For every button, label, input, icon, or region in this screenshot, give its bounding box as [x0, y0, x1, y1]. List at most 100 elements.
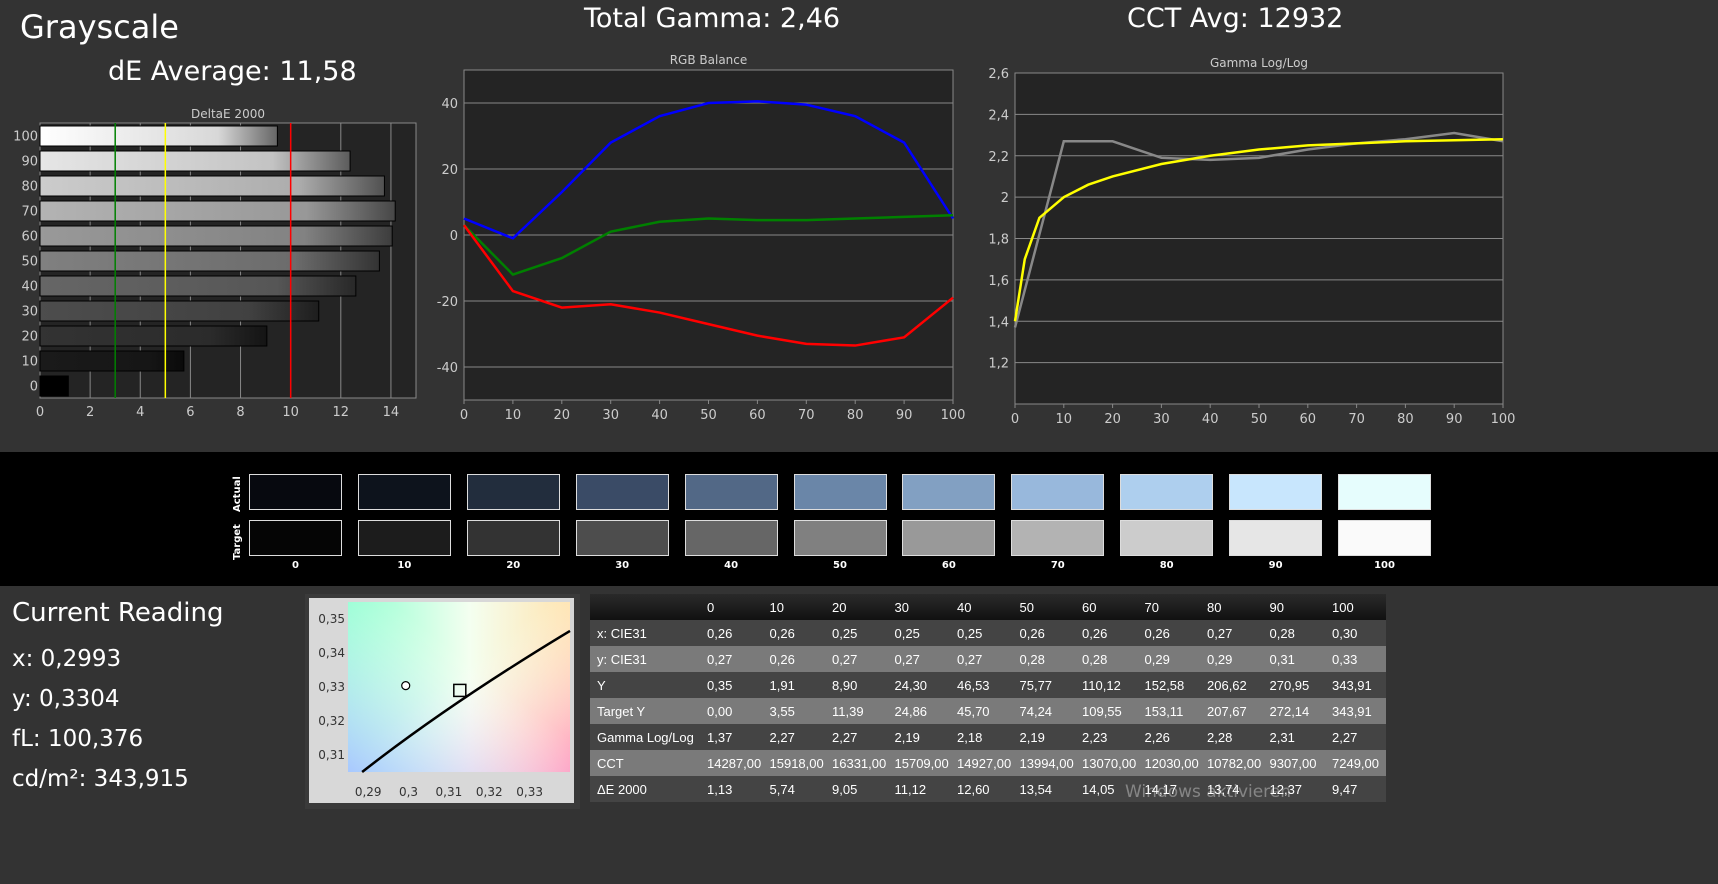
actual-swatch [249, 474, 342, 510]
table-cell: 11,12 [894, 782, 927, 797]
table-cell: 9,05 [832, 782, 858, 797]
y-tick-label: 40 [21, 280, 38, 295]
target-swatch [1120, 520, 1214, 556]
swatch-label: 20 [506, 560, 521, 571]
bar [39, 225, 393, 247]
y-tick-label: 80 [21, 180, 38, 195]
actual-swatch [1011, 474, 1105, 510]
table-cell: 270,95 [1269, 678, 1310, 693]
table-cell: 0,29 [1144, 652, 1170, 667]
table-cell: 206,62 [1207, 678, 1247, 693]
bar [39, 175, 385, 197]
table-cell: 0,28 [1082, 652, 1108, 667]
actual-swatch [1229, 474, 1323, 510]
table-row: CCT 14287,00 15918,00 16331,00 15709,00 14927… [590, 750, 1386, 776]
table-cell: 343,91 [1332, 678, 1372, 693]
y-tick-label: -20 [437, 295, 458, 310]
row-label: Gamma Log/Log [597, 730, 694, 745]
swatch-label: 90 [1268, 560, 1283, 571]
column-header: 0 [707, 600, 715, 615]
table-cell: 13994,00 [1019, 756, 1074, 771]
table-cell: 0,33 [1332, 652, 1358, 667]
bar [39, 125, 278, 147]
table-cell: 14927,00 [957, 756, 1012, 771]
x-tick-label: 4 [136, 405, 144, 420]
table-cell: 2,19 [1019, 730, 1045, 745]
table-row: ΔE 2000 1,13 5,74 9,05 11,12 12,60 13,54 14,05 1… [590, 776, 1386, 802]
table-cell: 46,53 [957, 678, 990, 693]
row-label: ΔE 2000 [597, 782, 647, 797]
y-tick-label: 60 [21, 230, 38, 245]
table-cell: 0,26 [1144, 626, 1170, 641]
total-gamma: Total Gamma: 2,46 [584, 3, 841, 34]
chart-title: RGB Balance [670, 53, 748, 67]
bar [39, 250, 380, 272]
x-tick-label: 100 [1491, 412, 1516, 427]
table-cell: 0,26 [769, 652, 795, 667]
swatch-label: 100 [1374, 560, 1395, 571]
table-cell: 11,39 [832, 704, 864, 719]
table-cell: 5,74 [769, 782, 795, 797]
table-cell: 0,26 [1082, 626, 1108, 641]
y-tick-label: -40 [437, 361, 458, 376]
x-tick-label: 40 [651, 408, 668, 423]
y-tick-label: 20 [21, 330, 38, 345]
series-line [1013, 137, 1504, 322]
series-line [462, 224, 954, 347]
table-cell: 13,54 [1019, 782, 1053, 797]
table-cell: 1,37 [707, 730, 733, 745]
table-cell: 0,25 [894, 626, 920, 641]
row-label: x: CIE31 [597, 626, 647, 641]
swatch-label: 0 [292, 560, 299, 571]
table-cell: 12,60 [957, 782, 990, 797]
page-title: Grayscale [20, 8, 179, 46]
table-row: y: CIE31 0,27 0,26 0,27 0,27 0,27 0,28 0,28 0,29… [590, 646, 1386, 672]
table-cell: 0,26 [769, 626, 795, 641]
planckian-locus [361, 629, 571, 773]
actual-swatch [1120, 474, 1214, 510]
swatch-label: 30 [615, 560, 630, 571]
table-cell: 0,27 [894, 652, 920, 667]
deltae-chart: DeltaE 2000 0 2 4 6 8 10 12 14 0 10 20 30 40 50 60 70 80 9… [13, 107, 417, 420]
row-label: y: CIE31 [597, 652, 647, 667]
row-label: Target Y [597, 704, 646, 719]
row-label: Y [597, 678, 606, 693]
x-tick-label: 20 [1104, 412, 1121, 427]
x-tick-label: 10 [505, 408, 522, 423]
y-tick-label: 0,31 [318, 748, 345, 762]
table-cell: 0,35 [707, 678, 733, 693]
column-header: 90 [1269, 600, 1284, 615]
table-cell: 13,74 [1207, 782, 1240, 797]
table-cell: 0,29 [1207, 652, 1233, 667]
table-cell: 0,26 [1019, 626, 1045, 641]
x-tick-label: 90 [896, 408, 913, 423]
x-tick-label: 2 [86, 405, 94, 420]
table-cell: 0,31 [1269, 652, 1295, 667]
table-cell: 2,27 [832, 730, 858, 745]
table-cell: 0,27 [1207, 626, 1233, 641]
table-cell: 74,24 [1019, 704, 1053, 719]
column-header: 20 [832, 600, 847, 615]
x-tick-label: 0,32 [476, 785, 503, 799]
table-row: Y 0,35 1,91 8,90 24,30 46,53 75,77 110,12 152,58… [590, 672, 1386, 698]
swatch-label: 40 [724, 560, 739, 571]
table-cell: 8,90 [832, 678, 858, 693]
target-swatch [466, 520, 560, 556]
column-header: 30 [894, 600, 909, 615]
x-tick-label: 8 [236, 405, 244, 420]
y-tick-label: 40 [441, 97, 458, 112]
table-cell: 45,70 [957, 704, 990, 719]
target-swatch [357, 520, 451, 556]
x-tick-label: 90 [1446, 412, 1463, 427]
bar [39, 150, 351, 172]
row-label: CCT [597, 756, 624, 771]
x-tick-label: 0 [36, 405, 44, 420]
x-tick-label: 0,3 [399, 785, 418, 799]
series-line [463, 213, 954, 277]
swatch-label: 70 [1050, 560, 1065, 571]
gamma-chart: Gamma Log/Log 2,6 2,4 2,2 2 1,8 1,6 1,4 1,2 0 10 20… [988, 56, 1516, 427]
table-cell: 153,11 [1144, 704, 1184, 719]
table-cell: 2,19 [894, 730, 920, 745]
swatch-label: 60 [941, 560, 956, 571]
x-tick-label: 10 [282, 405, 299, 420]
